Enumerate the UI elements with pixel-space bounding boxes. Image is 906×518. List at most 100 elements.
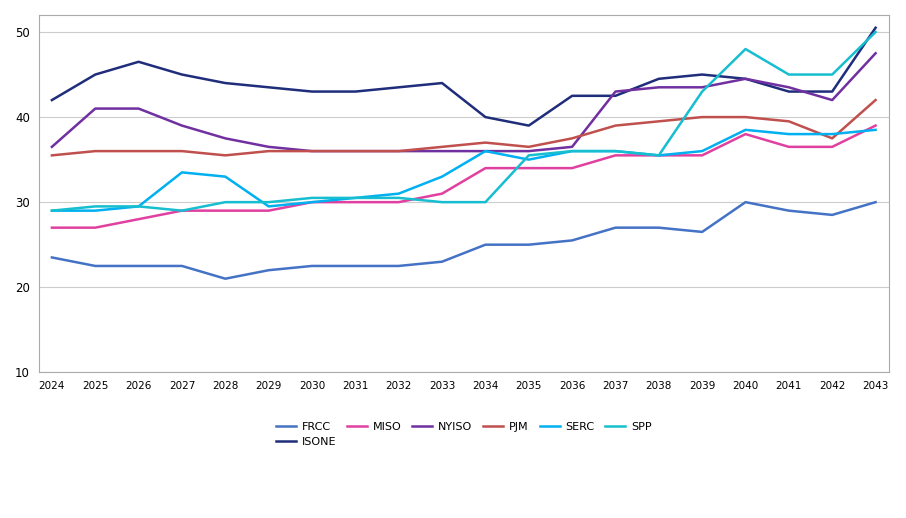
- ISONE: [46, 97, 57, 103]
- FRCC: [610, 225, 621, 231]
- PJM: [784, 118, 795, 124]
- FRCC: [827, 212, 838, 218]
- Line: PJM: PJM: [52, 100, 875, 155]
- Legend: FRCC, ISONE, MISO, NYISO, PJM, SERC, SPP: FRCC, ISONE, MISO, NYISO, PJM, SERC, SPP: [272, 417, 656, 452]
- NYISO: [350, 148, 361, 154]
- SPP: [784, 71, 795, 78]
- MISO: [264, 208, 275, 214]
- FRCC: [220, 276, 231, 282]
- NYISO: [46, 144, 57, 150]
- NYISO: [220, 135, 231, 141]
- Line: NYISO: NYISO: [52, 53, 875, 151]
- ISONE: [784, 89, 795, 95]
- PJM: [90, 148, 101, 154]
- ISONE: [306, 89, 317, 95]
- ISONE: [566, 93, 577, 99]
- ISONE: [220, 80, 231, 86]
- NYISO: [480, 148, 491, 154]
- PJM: [350, 148, 361, 154]
- SERC: [350, 195, 361, 201]
- NYISO: [610, 89, 621, 95]
- SERC: [870, 127, 881, 133]
- PJM: [177, 148, 188, 154]
- MISO: [740, 131, 751, 137]
- Line: MISO: MISO: [52, 125, 875, 228]
- SERC: [697, 148, 708, 154]
- SERC: [437, 174, 448, 180]
- FRCC: [264, 267, 275, 274]
- FRCC: [480, 241, 491, 248]
- SPP: [133, 203, 144, 209]
- FRCC: [524, 241, 535, 248]
- SPP: [350, 195, 361, 201]
- FRCC: [566, 237, 577, 243]
- MISO: [90, 225, 101, 231]
- SPP: [827, 71, 838, 78]
- ISONE: [393, 84, 404, 91]
- MISO: [437, 191, 448, 197]
- SERC: [610, 148, 621, 154]
- ISONE: [350, 89, 361, 95]
- ISONE: [480, 114, 491, 120]
- PJM: [610, 122, 621, 128]
- MISO: [870, 122, 881, 128]
- ISONE: [177, 71, 188, 78]
- SPP: [437, 199, 448, 205]
- SPP: [393, 195, 404, 201]
- PJM: [697, 114, 708, 120]
- SERC: [524, 156, 535, 163]
- MISO: [784, 144, 795, 150]
- MISO: [610, 152, 621, 159]
- ISONE: [524, 122, 535, 128]
- NYISO: [264, 144, 275, 150]
- ISONE: [610, 93, 621, 99]
- PJM: [653, 118, 664, 124]
- Line: FRCC: FRCC: [52, 202, 875, 279]
- FRCC: [870, 199, 881, 205]
- FRCC: [740, 199, 751, 205]
- FRCC: [46, 254, 57, 261]
- MISO: [350, 199, 361, 205]
- SPP: [566, 148, 577, 154]
- SPP: [740, 46, 751, 52]
- SERC: [566, 148, 577, 154]
- PJM: [870, 97, 881, 103]
- ISONE: [90, 71, 101, 78]
- ISONE: [264, 84, 275, 91]
- SPP: [524, 152, 535, 159]
- PJM: [220, 152, 231, 159]
- FRCC: [177, 263, 188, 269]
- ISONE: [827, 89, 838, 95]
- MISO: [177, 208, 188, 214]
- SERC: [827, 131, 838, 137]
- PJM: [306, 148, 317, 154]
- SERC: [480, 148, 491, 154]
- NYISO: [653, 84, 664, 91]
- SPP: [306, 195, 317, 201]
- NYISO: [784, 84, 795, 91]
- FRCC: [697, 229, 708, 235]
- SPP: [697, 89, 708, 95]
- ISONE: [653, 76, 664, 82]
- NYISO: [437, 148, 448, 154]
- NYISO: [177, 122, 188, 128]
- SPP: [220, 199, 231, 205]
- MISO: [524, 165, 535, 171]
- PJM: [827, 135, 838, 141]
- MISO: [653, 152, 664, 159]
- SPP: [264, 199, 275, 205]
- SERC: [46, 208, 57, 214]
- SERC: [393, 191, 404, 197]
- NYISO: [524, 148, 535, 154]
- PJM: [740, 114, 751, 120]
- PJM: [264, 148, 275, 154]
- MISO: [697, 152, 708, 159]
- SERC: [220, 174, 231, 180]
- PJM: [393, 148, 404, 154]
- PJM: [46, 152, 57, 159]
- SERC: [784, 131, 795, 137]
- MISO: [827, 144, 838, 150]
- FRCC: [133, 263, 144, 269]
- FRCC: [306, 263, 317, 269]
- Line: SPP: SPP: [52, 32, 875, 211]
